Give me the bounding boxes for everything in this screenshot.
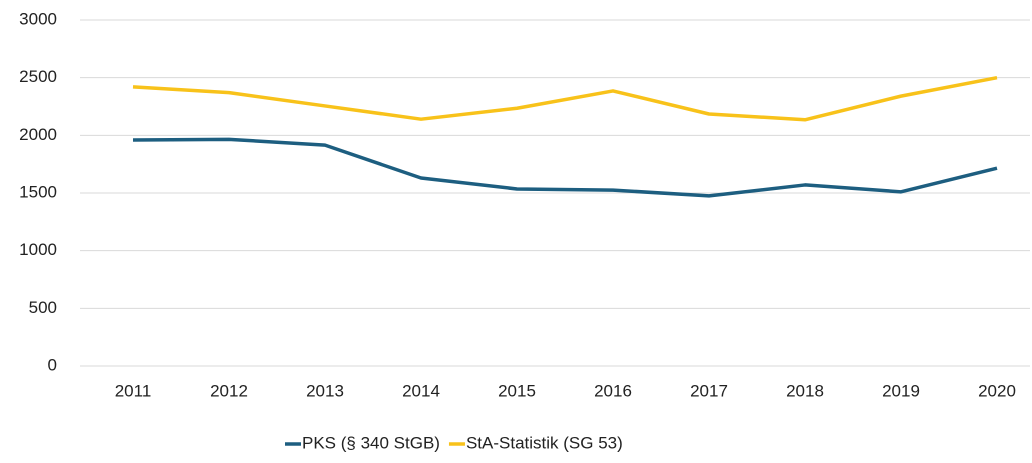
- x-tick-label: 2019: [882, 381, 920, 400]
- y-tick-label: 3000: [19, 9, 57, 28]
- line-series: [132, 75, 998, 122]
- legend-label: PKS (§ 340 StGB): [302, 433, 440, 452]
- x-tick-label: 2017: [690, 381, 728, 400]
- x-tick-label: 2020: [978, 381, 1016, 400]
- y-tick-label: 1000: [19, 240, 57, 259]
- x-tick-label: 2013: [306, 381, 344, 400]
- x-tick-label: 2018: [786, 381, 824, 400]
- y-tick-label: 500: [29, 298, 57, 317]
- legend-label: StA-Statistik (SG 53): [466, 433, 623, 452]
- y-tick-label: 0: [48, 355, 57, 374]
- line-series: [132, 137, 998, 198]
- x-tick-label: 2012: [210, 381, 248, 400]
- x-tick-label: 2015: [498, 381, 536, 400]
- y-tick-label: 2500: [19, 67, 57, 86]
- y-tick-label: 1500: [19, 182, 57, 201]
- y-tick-label: 2000: [19, 125, 57, 144]
- x-tick-label: 2011: [115, 381, 152, 400]
- x-tick-label: 2016: [594, 381, 632, 400]
- x-tick-label: 2014: [402, 381, 440, 400]
